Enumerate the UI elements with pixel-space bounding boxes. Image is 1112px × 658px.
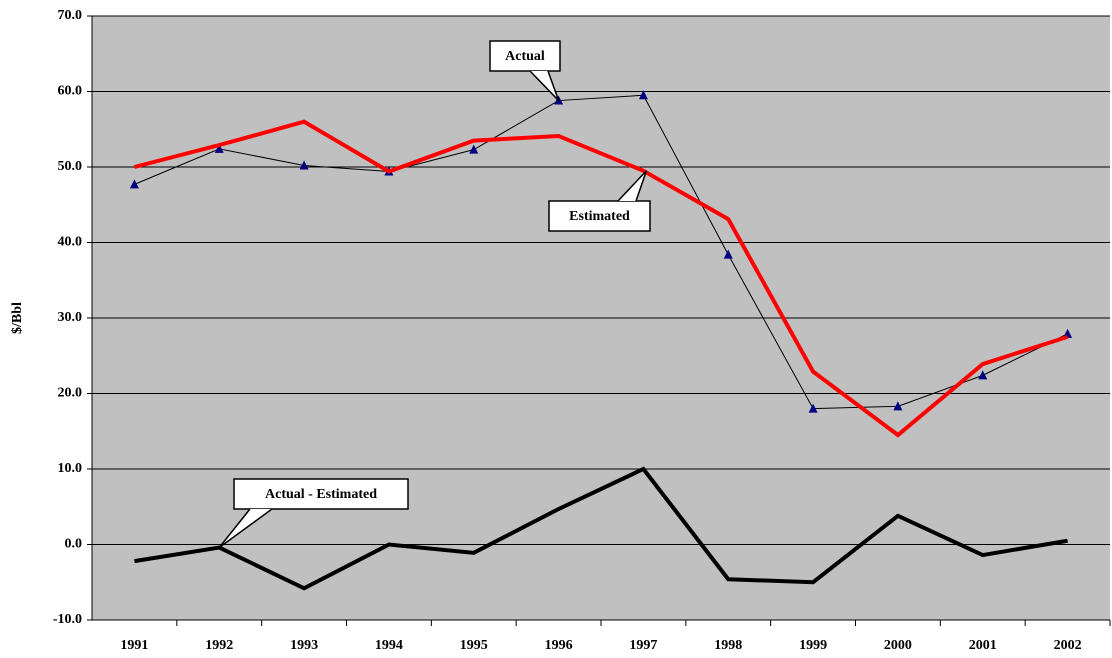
marker xyxy=(299,160,309,170)
marker xyxy=(638,90,648,100)
x-tick-label: 1993 xyxy=(290,638,318,653)
y-tick-label: 0.0 xyxy=(65,537,83,552)
series-label: Estimated xyxy=(569,209,630,224)
x-tick-label: 1991 xyxy=(120,638,148,653)
x-tick-label: 1997 xyxy=(629,638,657,653)
callout-pointer xyxy=(218,508,273,549)
marker xyxy=(723,249,733,259)
x-tick-label: 1995 xyxy=(460,638,488,653)
x-tick-label: 2001 xyxy=(969,638,997,653)
series-line xyxy=(134,94,1068,410)
callout-box xyxy=(548,200,651,232)
callout-box xyxy=(233,478,409,510)
series-line xyxy=(133,119,1069,438)
marker xyxy=(469,144,479,154)
marker xyxy=(129,179,139,189)
x-tick-label: 1992 xyxy=(205,638,233,653)
callout-pointer xyxy=(617,170,648,202)
y-tick-label: 60.0 xyxy=(58,84,83,99)
y-tick-label: -10.0 xyxy=(53,612,82,627)
marker xyxy=(893,401,903,411)
marker xyxy=(978,370,988,380)
series-label: Actual xyxy=(505,49,545,64)
x-tick-label: 2002 xyxy=(1054,638,1082,653)
series-label: Actual - Estimated xyxy=(265,487,377,502)
x-tick-label: 1994 xyxy=(375,638,403,653)
y-tick-label: 50.0 xyxy=(58,159,83,174)
callout-box xyxy=(489,40,561,72)
x-tick-label: 1998 xyxy=(714,638,742,653)
x-tick-label: 1999 xyxy=(799,638,827,653)
series-line xyxy=(134,466,1068,591)
x-tick-label: 1996 xyxy=(545,638,573,653)
x-tick-label: 2000 xyxy=(884,638,912,653)
y-tick-label: 10.0 xyxy=(58,461,83,476)
y-tick-label: 40.0 xyxy=(58,235,83,250)
marker xyxy=(808,403,818,413)
marker xyxy=(214,143,224,153)
callout-pointer xyxy=(529,70,560,102)
y-tick-label: 70.0 xyxy=(58,8,83,23)
y-tick-label: 20.0 xyxy=(58,386,83,401)
y-axis-label: $/Bbl xyxy=(10,302,25,334)
y-tick-label: 30.0 xyxy=(58,310,83,325)
